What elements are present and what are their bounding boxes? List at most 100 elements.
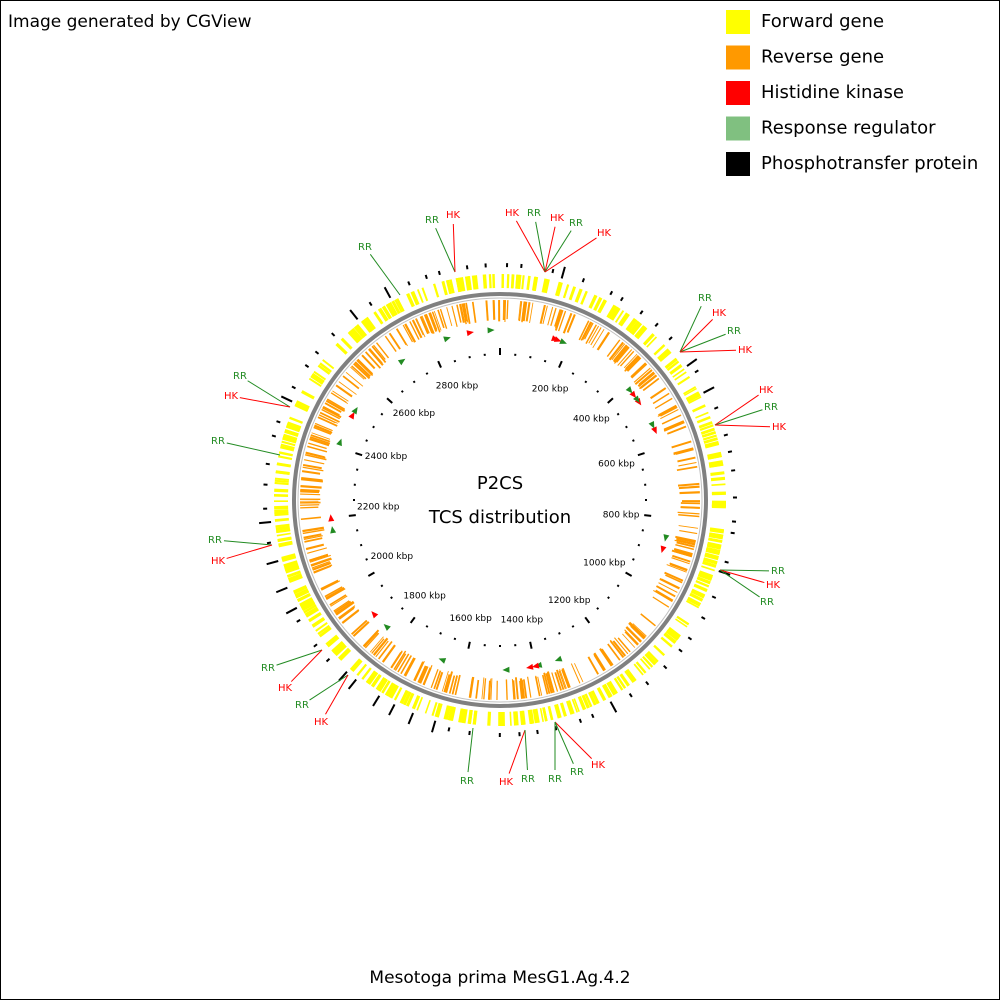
reverse-gene (416, 318, 426, 338)
reverse-gene (332, 390, 349, 402)
ruler-label: 1800 kbp (403, 591, 446, 601)
reverse-gene (481, 677, 485, 700)
reverse-gene (409, 321, 420, 340)
reverse-gene (680, 485, 700, 488)
callout-label: HK (550, 213, 565, 224)
forward-gene (278, 540, 293, 546)
ruler-label: 1400 kbp (501, 616, 544, 626)
callout-label: RR (460, 776, 474, 787)
forward-gene (304, 606, 319, 617)
forward-gene (667, 626, 681, 639)
reverse-gene (313, 424, 333, 434)
reverse-gene (676, 465, 698, 472)
forward-gene (519, 710, 525, 726)
reverse-gene (659, 579, 680, 590)
reverse-gene (357, 359, 373, 374)
feature-arrow (554, 655, 563, 662)
reverse-gene (404, 657, 416, 677)
reverse-gene (352, 621, 370, 637)
forward-gene (274, 481, 289, 486)
forward-gene (707, 541, 722, 548)
reverse-gene (433, 310, 442, 331)
forward-gene (698, 421, 713, 429)
reverse-gene (556, 669, 565, 690)
feature-arrow (383, 623, 391, 631)
ruler-tick (425, 372, 429, 375)
reverse-gene (677, 482, 700, 487)
callout-label: RR (527, 208, 541, 219)
forward-gene (709, 462, 724, 467)
reverse-gene (428, 312, 438, 332)
forward-gene (607, 680, 618, 695)
forward-gene (351, 659, 363, 673)
forward-gene (509, 711, 512, 726)
forward-gene (711, 483, 726, 487)
callout-line (719, 569, 765, 584)
reverse-gene (461, 303, 467, 325)
reverse-gene (669, 562, 688, 571)
reverse-gene (554, 672, 562, 691)
outer-mark (271, 434, 277, 438)
forward-gene (274, 479, 289, 483)
ruler-label: 2200 kbp (357, 503, 400, 513)
forward-gene (274, 510, 289, 514)
reverse-gene (642, 377, 660, 392)
reverse-gene (300, 493, 321, 496)
forward-gene (288, 575, 303, 584)
reverse-gene (317, 416, 338, 427)
forward-gene (704, 552, 719, 559)
reverse-gene (666, 564, 687, 573)
feature-arrow (663, 534, 670, 542)
forward-gene (274, 477, 290, 481)
forward-gene (447, 706, 454, 721)
forward-gene (688, 396, 702, 404)
outer-mark (560, 266, 566, 279)
ruler-tick (365, 558, 368, 561)
reverse-gene (639, 374, 657, 389)
ruler-label: 2000 kbp (371, 552, 414, 562)
forward-gene (532, 709, 537, 724)
reverse-gene (302, 529, 325, 535)
forward-gene (625, 317, 637, 332)
outer-mark (701, 616, 706, 620)
forward-gene (378, 307, 389, 322)
reverse-gene (307, 547, 327, 554)
forward-gene (311, 373, 325, 384)
forward-gene (709, 527, 725, 532)
feature-arrow (633, 395, 640, 403)
forward-gene (565, 700, 573, 715)
reverse-gene (663, 420, 685, 431)
reverse-gene (650, 387, 667, 400)
forward-gene (312, 372, 325, 383)
forward-gene (366, 316, 376, 330)
forward-gene (317, 364, 331, 375)
forward-gene (694, 583, 708, 592)
forward-gene (368, 672, 378, 685)
forward-gene (696, 415, 711, 424)
reverse-gene (303, 535, 323, 541)
reverse-gene (375, 640, 389, 658)
forward-gene (399, 690, 409, 705)
forward-gene (642, 333, 655, 346)
forward-gene (606, 304, 616, 318)
outer-mark (686, 358, 698, 367)
forward-gene (299, 598, 314, 608)
outer-mark (694, 369, 699, 374)
reverse-gene (443, 674, 451, 693)
forward-gene (628, 320, 640, 334)
ruler-tick (584, 380, 588, 384)
forward-gene (281, 555, 297, 563)
callout-label: RR (295, 700, 309, 711)
forward-gene (674, 371, 687, 381)
ruler-tick (453, 637, 457, 641)
forward-gene (280, 443, 295, 449)
forward-gene (593, 297, 603, 312)
ruler-tick (529, 641, 533, 649)
forward-gene (704, 440, 719, 448)
reverse-gene (547, 306, 554, 326)
forward-gene (686, 392, 701, 402)
reverse-gene (567, 314, 576, 333)
callout-line (544, 237, 597, 273)
genome-map: 200 kbp 400 kbp 600 kbp 800 kbp 1000 kbp 1200… (208, 208, 786, 788)
ruler-tick (437, 360, 442, 368)
